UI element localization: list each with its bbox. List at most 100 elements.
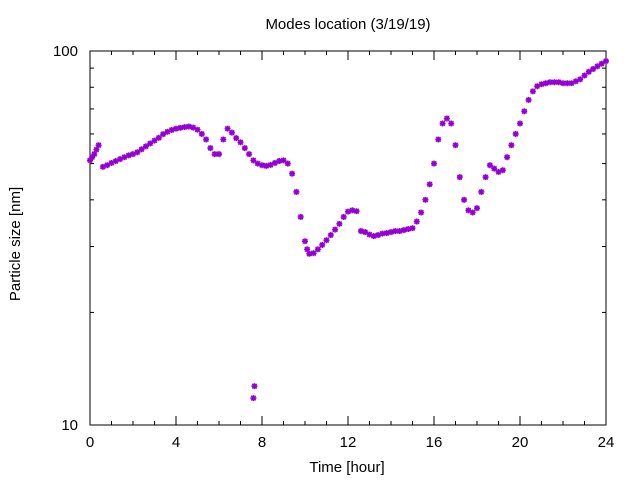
data-point — [362, 229, 369, 236]
data-point — [474, 205, 480, 212]
data-point — [504, 154, 511, 161]
data-point — [439, 120, 446, 127]
data-point — [237, 139, 244, 146]
chart-title: Modes location (3/19/19) — [265, 16, 430, 33]
axis-ticks — [89, 50, 607, 426]
data-point — [306, 250, 313, 257]
data-point — [499, 167, 506, 174]
data-point — [357, 228, 364, 235]
data-point — [241, 145, 248, 152]
data-point — [469, 209, 476, 216]
x-tick-label: 16 — [426, 434, 443, 451]
data-point — [134, 149, 141, 156]
data-point — [327, 232, 334, 239]
data-point — [151, 137, 158, 144]
data-point — [435, 136, 442, 143]
data-point — [491, 165, 498, 172]
data-point — [91, 151, 98, 158]
data-point — [353, 208, 360, 215]
data-point — [431, 160, 437, 167]
data-point — [547, 79, 554, 86]
y-tick-labels: 10 100 — [53, 43, 78, 434]
data-point — [293, 188, 300, 195]
data-point — [486, 162, 493, 169]
data-point — [525, 96, 532, 103]
data-point — [448, 120, 455, 127]
data-point — [310, 250, 317, 257]
data-point — [224, 125, 231, 132]
data-point — [461, 196, 468, 203]
data-point — [585, 68, 592, 75]
data-point — [529, 88, 536, 95]
data-point — [603, 58, 609, 65]
data-point — [323, 237, 330, 244]
x-tick-label: 12 — [340, 434, 357, 451]
data-point — [478, 188, 485, 195]
x-tick-label: 24 — [598, 434, 615, 451]
data-point — [155, 134, 162, 141]
data-point — [418, 209, 425, 216]
x-tick-label: 4 — [172, 434, 180, 451]
data-point — [396, 228, 403, 235]
data-point — [142, 143, 149, 150]
data-point — [194, 126, 201, 133]
data-point — [422, 196, 429, 203]
data-point — [185, 123, 192, 130]
data-point — [319, 241, 326, 248]
data-points — [87, 58, 609, 402]
data-point — [302, 238, 308, 245]
data-point — [289, 170, 296, 177]
data-point — [594, 63, 601, 70]
y-tick-label: 10 — [61, 417, 78, 434]
data-point — [336, 220, 343, 227]
data-point — [228, 129, 235, 136]
data-point — [340, 213, 347, 220]
data-point — [216, 151, 222, 158]
data-point — [349, 207, 356, 214]
data-point — [190, 124, 197, 131]
data-point — [220, 136, 227, 143]
data-point — [456, 174, 463, 181]
data-point — [284, 160, 291, 167]
data-point — [512, 130, 519, 137]
data-point — [598, 60, 605, 67]
data-point — [233, 135, 240, 142]
data-point — [452, 142, 459, 149]
data-point — [259, 162, 265, 169]
data-point — [250, 157, 257, 164]
data-point — [276, 158, 283, 165]
data-point — [203, 136, 210, 143]
data-point — [251, 383, 258, 390]
data-point — [409, 225, 416, 232]
y-axis-title: Particle size [nm] — [7, 187, 24, 301]
x-tick-labels: 0 4 8 12 16 20 24 — [86, 434, 615, 451]
data-point — [521, 108, 528, 115]
data-point — [207, 145, 214, 152]
x-tick-label: 0 — [86, 434, 94, 451]
data-point — [314, 246, 321, 253]
data-point — [160, 131, 167, 138]
x-tick-label: 8 — [258, 434, 266, 451]
x-tick-label: 20 — [512, 434, 529, 451]
data-point — [138, 146, 145, 153]
data-point — [117, 156, 124, 163]
data-point — [250, 395, 257, 402]
data-point — [332, 226, 339, 233]
data-point — [95, 142, 102, 149]
data-point — [482, 174, 489, 181]
data-point — [426, 181, 433, 188]
data-point — [254, 160, 261, 167]
plot-border — [89, 50, 607, 426]
data-point — [413, 218, 420, 225]
data-point — [517, 120, 523, 127]
data-point — [198, 130, 205, 137]
data-point — [280, 157, 287, 164]
x-axis-title: Time [hour] — [309, 459, 384, 476]
data-point — [147, 140, 154, 147]
data-point — [581, 72, 588, 79]
data-point — [443, 115, 450, 122]
data-point — [577, 76, 584, 83]
plot-frame — [89, 50, 607, 426]
data-point — [246, 151, 253, 158]
